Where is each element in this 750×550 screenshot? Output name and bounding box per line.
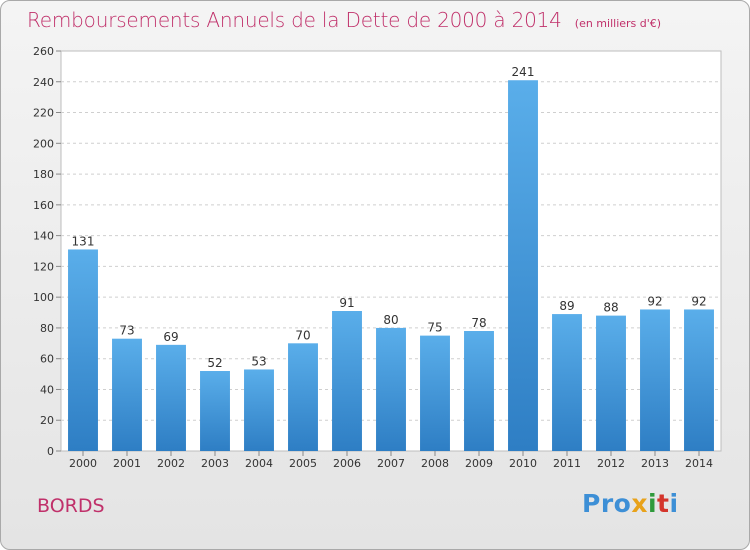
chart-unit: (en milliers d'€): [574, 17, 662, 30]
y-tick-label: 200: [33, 137, 54, 150]
y-tick-label: 20: [40, 414, 54, 427]
y-tick-label: 60: [40, 353, 54, 366]
bar-2001[interactable]: [112, 338, 142, 451]
data-label: 131: [72, 234, 95, 248]
chart-title: Remboursements Annuels de la Dette de 20…: [27, 8, 562, 32]
data-label: 78: [471, 316, 486, 330]
x-tick-label: 2003: [201, 457, 229, 470]
x-tick-label: 2006: [333, 457, 361, 470]
bar-2007[interactable]: [376, 327, 406, 451]
y-tick-label: 220: [33, 107, 54, 120]
data-label: 70: [295, 328, 310, 342]
x-axis: 2000 2001 2002 2003 2004 2005 2006 2007 2008 2009…: [69, 451, 713, 470]
logo-part-t: t: [657, 489, 670, 518]
bar-2008[interactable]: [420, 335, 450, 451]
logo-part-i1: i: [647, 489, 658, 518]
logo-part-i2: i: [669, 489, 679, 518]
data-label: 241: [512, 65, 535, 79]
chart-title-row: Remboursements Annuels de la Dette de 20…: [27, 8, 661, 32]
bar-2000[interactable]: [68, 249, 98, 451]
bar-2003[interactable]: [200, 371, 230, 451]
x-tick-label: 2013: [641, 457, 669, 470]
data-label: 75: [427, 321, 442, 335]
y-tick-label: 260: [33, 45, 54, 58]
bar-2011[interactable]: [552, 314, 582, 451]
data-label: 53: [251, 354, 266, 368]
y-tick-label: 160: [33, 199, 54, 212]
x-tick-label: 2011: [553, 457, 581, 470]
bar-2005[interactable]: [288, 343, 318, 451]
y-axis: 0 20 40 60 80 100 120 140 160 180 200 220 240 260: [33, 45, 61, 458]
x-tick-label: 2007: [377, 457, 405, 470]
bar-2002[interactable]: [156, 344, 186, 451]
x-tick-label: 2000: [69, 457, 97, 470]
x-tick-label: 2002: [157, 457, 185, 470]
data-label: 91: [339, 296, 354, 310]
y-tick-label: 120: [33, 260, 54, 273]
bar-2012[interactable]: [596, 315, 626, 451]
x-tick-label: 2008: [421, 457, 449, 470]
x-tick-label: 2014: [685, 457, 713, 470]
data-label: 52: [207, 356, 222, 370]
x-tick-label: 2005: [289, 457, 317, 470]
y-tick-label: 180: [33, 168, 54, 181]
place-name: BORDS: [37, 495, 105, 517]
y-tick-label: 80: [40, 322, 54, 335]
data-label: 92: [691, 294, 706, 308]
data-label: 73: [119, 324, 134, 338]
y-tick-label: 40: [40, 383, 54, 396]
x-tick-label: 2004: [245, 457, 273, 470]
y-tick-label: 0: [47, 445, 54, 458]
x-tick-label: 2001: [113, 457, 141, 470]
data-label: 92: [647, 294, 662, 308]
logo-part-x: x: [631, 489, 648, 518]
proxiti-logo[interactable]: Proxiti: [582, 489, 679, 518]
bar-2009[interactable]: [464, 331, 494, 451]
logo-part-pro: Pro: [582, 489, 632, 518]
x-tick-label: 2010: [509, 457, 537, 470]
data-label: 88: [603, 301, 618, 315]
y-tick-label: 140: [33, 230, 54, 243]
bar-2013[interactable]: [640, 309, 670, 451]
x-tick-label: 2009: [465, 457, 493, 470]
bars: [68, 80, 714, 451]
data-labels: 131 73 69 52 53 70 91 80 75 78 241 89 88 92 92: [72, 65, 707, 370]
bar-2006[interactable]: [332, 311, 362, 451]
y-tick-label: 100: [33, 291, 54, 304]
data-label: 89: [559, 299, 574, 313]
x-tick-label: 2012: [597, 457, 625, 470]
bar-2004[interactable]: [244, 369, 274, 451]
bar-2010[interactable]: [508, 80, 538, 451]
data-label: 80: [383, 313, 398, 327]
y-tick-label: 240: [33, 76, 54, 89]
data-label: 69: [163, 330, 178, 344]
bar-2014[interactable]: [684, 309, 714, 451]
